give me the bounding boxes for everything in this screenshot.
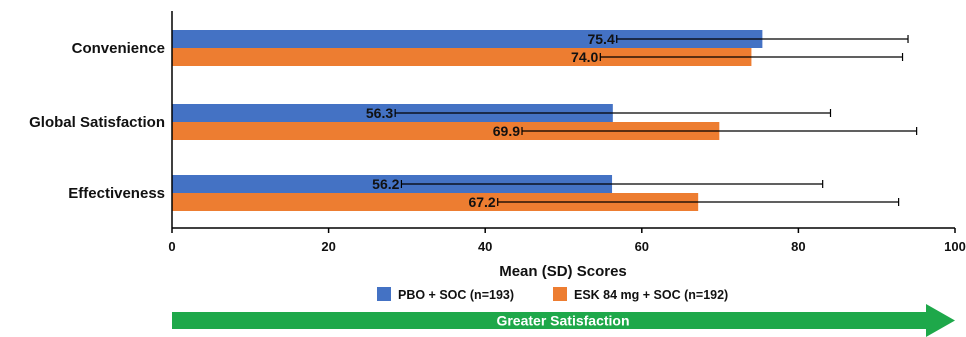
value-label: 75.4 — [587, 31, 614, 47]
value-label: 74.0 — [571, 49, 598, 65]
x-tick-label: 60 — [635, 239, 649, 254]
x-tick-label: 20 — [321, 239, 335, 254]
legend-swatch — [553, 287, 567, 301]
x-ticks: 0 20 40 60 80 100 — [168, 228, 966, 254]
error-bars — [394, 35, 918, 206]
legend-item: PBO + SOC (n=193) — [377, 287, 514, 302]
error-bar — [400, 180, 824, 188]
arrow-label: Greater Satisfaction — [496, 313, 629, 329]
legend-label: ESK 84 mg + SOC (n=192) — [574, 288, 728, 302]
error-bar — [599, 53, 904, 61]
x-tick-label: 0 — [168, 239, 175, 254]
value-label: 69.9 — [493, 123, 520, 139]
bar — [172, 48, 752, 66]
x-tick-label: 100 — [944, 239, 966, 254]
arrow-shape — [172, 304, 955, 337]
error-bar — [394, 109, 832, 117]
error-bar — [521, 127, 918, 135]
legend-item: ESK 84 mg + SOC (n=192) — [553, 287, 728, 302]
category-label: Effectiveness — [68, 185, 165, 202]
bar — [172, 122, 720, 140]
bars — [172, 30, 763, 211]
greater-satisfaction-arrow: Greater Satisfaction — [172, 304, 955, 337]
error-bar — [497, 198, 900, 206]
bar — [172, 175, 613, 193]
legend-swatch — [377, 287, 391, 301]
value-label: 56.3 — [366, 105, 393, 121]
category-label: Global Satisfaction — [29, 114, 165, 131]
value-label: 67.2 — [468, 194, 495, 210]
value-label: 56.2 — [372, 176, 399, 192]
x-tick-label: 40 — [478, 239, 492, 254]
x-tick-label: 80 — [791, 239, 805, 254]
legend-label: PBO + SOC (n=193) — [398, 288, 514, 302]
bar — [172, 30, 763, 48]
category-label: Convenience — [72, 40, 165, 57]
error-bar — [616, 35, 909, 43]
category-labels: Convenience Global Satisfaction Effectiven… — [29, 40, 165, 202]
axes — [171, 11, 955, 229]
x-axis-label: Mean (SD) Scores — [499, 263, 627, 280]
legend: PBO + SOC (n=193) ESK 84 mg + SOC (n=192) — [377, 287, 728, 302]
bar — [172, 104, 613, 122]
bar — [172, 193, 699, 211]
value-labels: 75.4 74.0 56.3 69.9 56.2 67.2 — [366, 31, 615, 210]
